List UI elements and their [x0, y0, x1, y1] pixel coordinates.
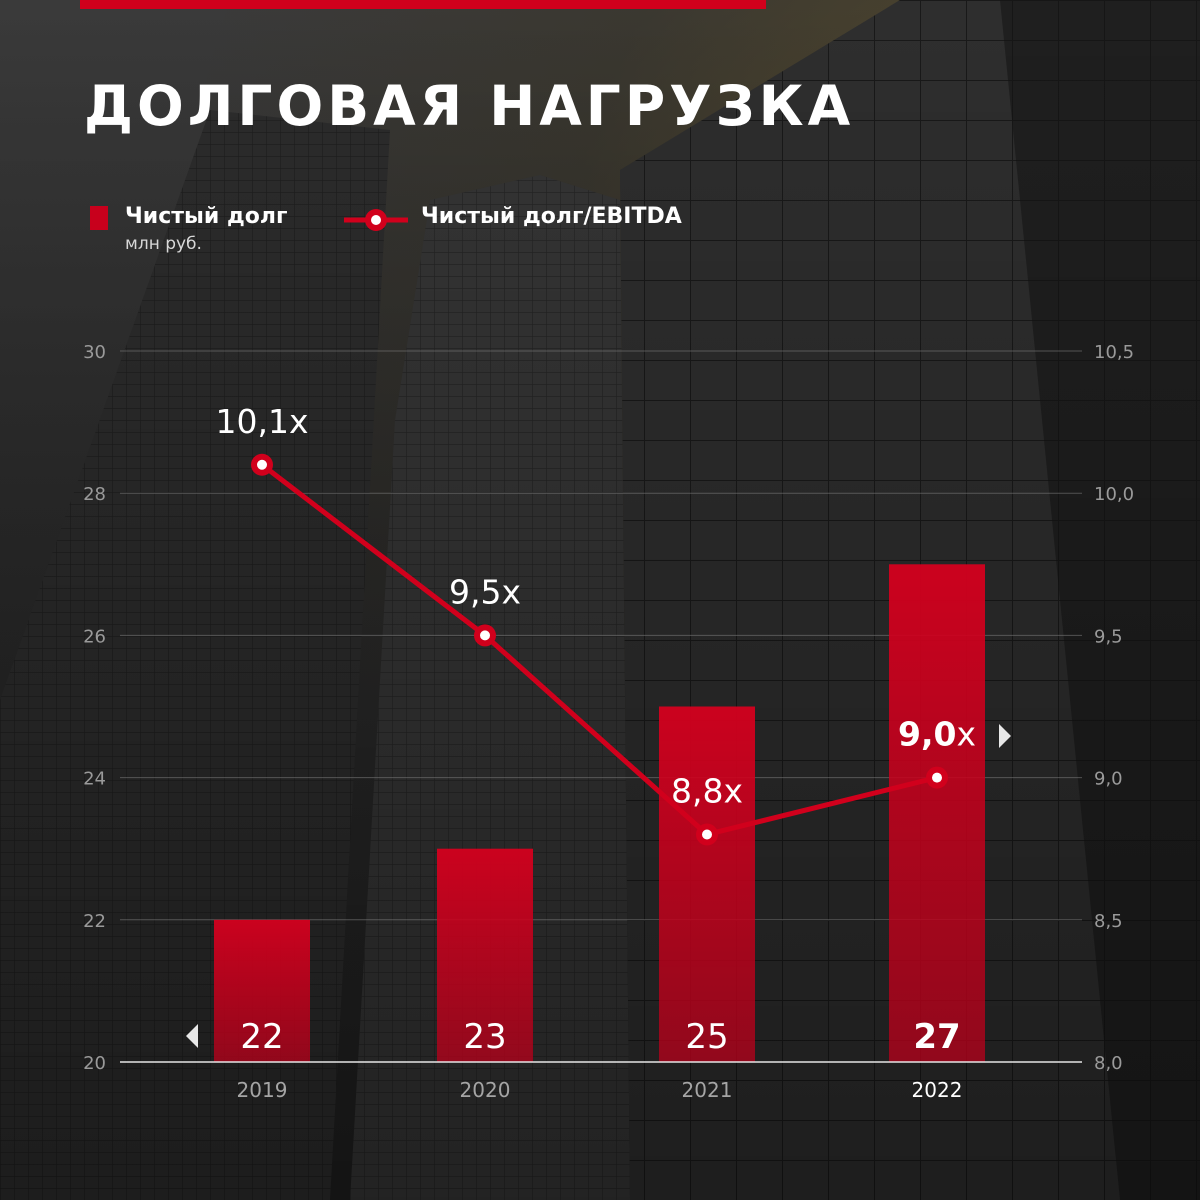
- ratio-value-label: 9,5x: [449, 572, 521, 611]
- y-right-tick: 10,5: [1094, 342, 1134, 363]
- y-left-tick: 22: [83, 911, 106, 932]
- bar-value-label: 25: [685, 1017, 728, 1057]
- y-left-tick: 30: [83, 342, 106, 363]
- legend-bar-unit: млн руб.: [125, 234, 202, 254]
- y-right-tick: 10,0: [1094, 484, 1134, 505]
- y-left-tick: 24: [83, 769, 106, 790]
- ratio-point-center: [257, 459, 267, 470]
- bar: [659, 706, 755, 1062]
- page-title: ДОЛГОВАЯ НАГРУЗКА: [84, 74, 855, 138]
- y-axis-right: 8,0 8,5 9,0 9,5 10,0 10,5: [1094, 342, 1134, 1074]
- y-right-tick: 8,5: [1094, 911, 1123, 932]
- y-left-tick: 20: [83, 1053, 106, 1074]
- bar: [889, 564, 985, 1062]
- y-left-tick: 28: [83, 484, 106, 505]
- x-tick-label: 2019: [237, 1078, 288, 1102]
- bar-value-label: 22: [240, 1017, 283, 1057]
- x-tick-label: 2022: [912, 1078, 963, 1102]
- y-right-tick: 9,5: [1094, 626, 1123, 647]
- legend-line-label: Чистый долг/EBITDA: [421, 204, 682, 229]
- y-right-tick: 9,0: [1094, 769, 1123, 790]
- ratio-point-center: [702, 829, 712, 840]
- ratio-point-center: [932, 772, 942, 783]
- ratio-value-label: 8,8x: [671, 771, 743, 810]
- next-arrow-icon[interactable]: [999, 724, 1011, 748]
- ratio-value-label: 9,0x: [898, 715, 976, 754]
- bar-value-label: 23: [463, 1017, 506, 1057]
- top-accent-bar: [80, 0, 766, 9]
- x-axis-ticks: 2019 2020 2021 2022: [237, 1078, 963, 1102]
- y-left-tick: 26: [83, 626, 106, 647]
- prev-arrow-icon[interactable]: [186, 1024, 198, 1048]
- ratio-line: [260, 462, 938, 837]
- bar: [214, 919, 310, 1062]
- bar-value-label: 27: [913, 1017, 960, 1057]
- y-axis-left: 20 22 24 26 28 30: [83, 342, 106, 1074]
- y-right-tick: 8,0: [1094, 1053, 1123, 1074]
- ratio-point-center: [480, 630, 490, 641]
- x-tick-label: 2020: [460, 1078, 511, 1102]
- bars-series: 22 23 25 27: [214, 564, 985, 1062]
- legend-bar-swatch: [90, 206, 108, 230]
- legend-line-marker: [344, 209, 408, 231]
- ratio-value-label: 10,1x: [215, 402, 308, 441]
- legend-bar-label: Чистый долг: [125, 204, 288, 229]
- x-tick-label: 2021: [682, 1078, 733, 1102]
- nav-arrows: [186, 724, 1011, 1048]
- bar: [437, 848, 533, 1062]
- ratio-series: 10,1x 9,5x 8,8x 9,0x: [215, 402, 976, 846]
